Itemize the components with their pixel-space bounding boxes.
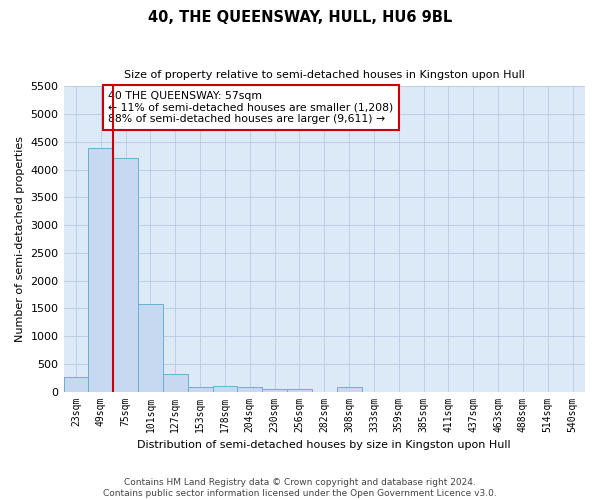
Bar [188,387,212,392]
Bar [138,304,163,392]
Bar [212,386,238,392]
Bar [113,158,138,392]
Bar [64,376,88,392]
Bar [337,387,362,392]
Bar [287,389,312,392]
Text: 40 THE QUEENSWAY: 57sqm
← 11% of semi-detached houses are smaller (1,208)
88% of: 40 THE QUEENSWAY: 57sqm ← 11% of semi-de… [108,91,393,124]
Bar [88,148,113,392]
Bar [238,387,262,392]
Bar [163,374,188,392]
Y-axis label: Number of semi-detached properties: Number of semi-detached properties [15,136,25,342]
Text: 40, THE QUEENSWAY, HULL, HU6 9BL: 40, THE QUEENSWAY, HULL, HU6 9BL [148,10,452,25]
Title: Size of property relative to semi-detached houses in Kingston upon Hull: Size of property relative to semi-detach… [124,70,525,80]
X-axis label: Distribution of semi-detached houses by size in Kingston upon Hull: Distribution of semi-detached houses by … [137,440,511,450]
Bar [262,388,287,392]
Text: Contains HM Land Registry data © Crown copyright and database right 2024.
Contai: Contains HM Land Registry data © Crown c… [103,478,497,498]
